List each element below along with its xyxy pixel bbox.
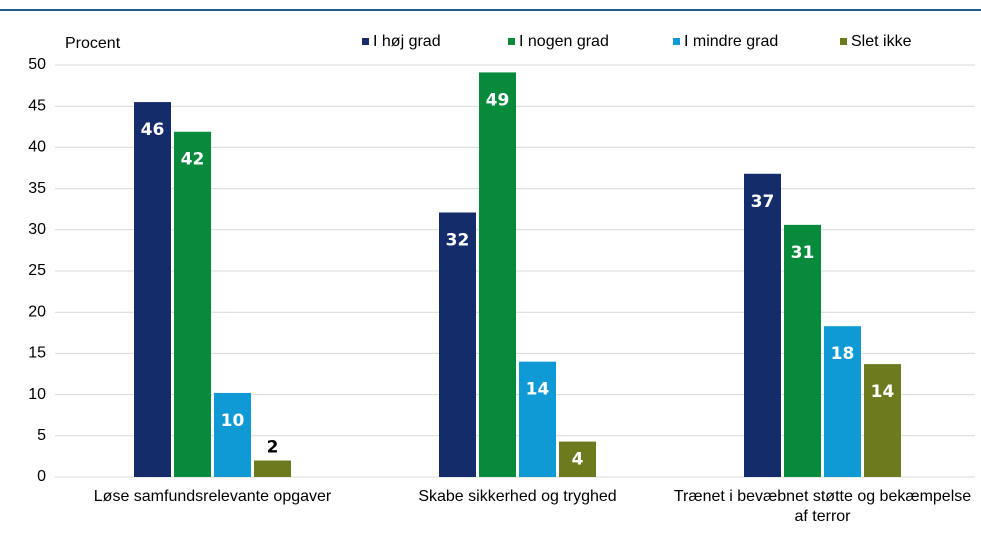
legend-label: I nogen grad	[519, 33, 609, 50]
x-tick-label-box: Løse samfundsrelevante opgaver	[93, 488, 332, 505]
value-label: 42	[181, 150, 205, 170]
y-tick-label: 20	[28, 303, 46, 320]
y-tick-label: 25	[28, 262, 46, 279]
value-label: 37	[751, 192, 775, 212]
y-tick-label: 45	[28, 97, 46, 114]
x-tick-label: Skabe sikkerhed og tryghed	[418, 488, 617, 505]
bar	[559, 441, 596, 477]
value-label: 14	[526, 380, 550, 400]
legend-label: Slet ikke	[851, 33, 912, 50]
y-tick-label: 15	[28, 345, 46, 362]
bar	[479, 72, 516, 477]
legend-swatch	[840, 38, 847, 45]
legend-swatch	[362, 38, 369, 45]
value-label: 31	[791, 243, 815, 263]
legend-swatch	[508, 38, 515, 45]
value-label: 2	[267, 438, 279, 458]
bar	[784, 224, 821, 477]
bar	[439, 212, 476, 477]
y-tick-label: 40	[28, 139, 46, 156]
x-tick-label-box: Skabe sikkerhed og tryghed	[418, 488, 617, 505]
x-tick-label: Løse samfundsrelevante opgaver	[93, 488, 332, 505]
x-tick-label: Trænet i bevæbnet støtte og bekæmpelse a…	[673, 488, 972, 525]
value-label: 4	[572, 449, 584, 469]
bar	[254, 460, 291, 477]
value-label: 10	[221, 411, 245, 431]
value-label: 49	[486, 90, 510, 110]
bar	[744, 173, 781, 477]
value-label: 32	[446, 230, 470, 250]
value-label: 18	[831, 344, 855, 364]
y-tick-label: 5	[37, 427, 46, 444]
x-tick-label-box: Trænet i bevæbnet støtte og bekæmpelse a…	[673, 488, 972, 525]
y-tick-label: 35	[28, 180, 46, 197]
bar	[134, 102, 171, 477]
bar	[824, 326, 861, 477]
legend-label: I høj grad	[373, 33, 441, 50]
y-tick-label: 10	[28, 386, 46, 403]
legend-label: I mindre grad	[684, 33, 778, 50]
y-axis-label: Procent	[65, 35, 121, 52]
legend-swatch	[673, 38, 680, 45]
bar	[214, 392, 251, 477]
y-tick-label: 50	[28, 56, 46, 73]
bar	[864, 364, 901, 477]
value-label: 46	[141, 120, 165, 140]
value-label: 14	[871, 382, 895, 402]
y-tick-label: 30	[28, 221, 46, 238]
bar	[174, 131, 211, 477]
y-tick-label: 0	[37, 468, 46, 485]
bar	[519, 361, 556, 477]
